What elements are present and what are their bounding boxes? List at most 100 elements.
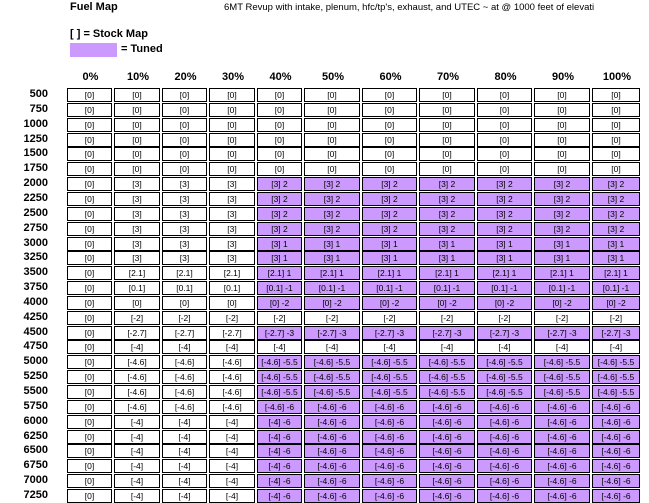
table-cell[interactable]: [2.1] 1 bbox=[477, 266, 532, 280]
table-cell[interactable]: [0] bbox=[67, 459, 112, 473]
table-cell[interactable]: [3] 1 bbox=[592, 251, 640, 265]
table-cell[interactable]: [0] bbox=[67, 400, 112, 414]
table-cell[interactable]: [-4.6] -6 bbox=[362, 400, 417, 414]
table-cell[interactable]: [-4.6] -6 bbox=[362, 430, 417, 444]
table-cell[interactable]: [0] bbox=[534, 162, 590, 176]
table-cell[interactable]: [0] bbox=[67, 355, 112, 369]
table-cell[interactable]: [-4] bbox=[114, 444, 160, 458]
table-cell[interactable]: [-4] bbox=[114, 474, 160, 488]
table-cell[interactable]: [-2] bbox=[419, 311, 475, 325]
table-cell[interactable]: [-4.6] -6 bbox=[419, 444, 475, 458]
table-cell[interactable]: [0] bbox=[114, 88, 160, 102]
table-cell[interactable]: [0] bbox=[67, 147, 112, 161]
table-cell[interactable]: [-4.6] -6 bbox=[362, 474, 417, 488]
table-cell[interactable]: [0.1] -1 bbox=[592, 281, 640, 295]
table-cell[interactable]: [-4.6] -6 bbox=[534, 400, 590, 414]
table-cell[interactable]: [0] bbox=[477, 162, 532, 176]
table-cell[interactable]: [0] bbox=[477, 147, 532, 161]
table-cell[interactable]: [0] bbox=[419, 118, 475, 132]
table-cell[interactable]: [-4] bbox=[209, 459, 255, 473]
table-cell[interactable]: [3] bbox=[162, 192, 207, 206]
table-cell[interactable]: [-4.6] -6 bbox=[534, 430, 590, 444]
table-cell[interactable]: [0] bbox=[67, 430, 112, 444]
table-cell[interactable]: [3] bbox=[209, 192, 255, 206]
table-cell[interactable]: [-4.6] -6 bbox=[362, 489, 417, 503]
table-cell[interactable]: [0] bbox=[209, 88, 255, 102]
table-cell[interactable]: [0] bbox=[67, 207, 112, 221]
table-cell[interactable]: [-2.7] -3 bbox=[304, 326, 360, 340]
table-cell[interactable]: [-4.6] -5.5 bbox=[534, 355, 590, 369]
table-cell[interactable]: [-4.6] -6 bbox=[534, 474, 590, 488]
table-cell[interactable]: [0] bbox=[534, 147, 590, 161]
table-cell[interactable]: [3] 2 bbox=[419, 192, 475, 206]
table-cell[interactable]: [-2.7] -3 bbox=[592, 326, 640, 340]
table-cell[interactable]: [-2] bbox=[477, 311, 532, 325]
table-cell[interactable]: [0.1] -1 bbox=[304, 281, 360, 295]
table-cell[interactable]: [-4.6] -6 bbox=[534, 489, 590, 503]
table-cell[interactable]: [-4.6] -5.5 bbox=[419, 385, 475, 399]
table-cell[interactable]: [0] -2 bbox=[304, 296, 360, 310]
table-cell[interactable]: [-4.6] bbox=[209, 385, 255, 399]
table-cell[interactable]: [0] bbox=[257, 118, 302, 132]
table-cell[interactable]: [0.1] -1 bbox=[362, 281, 417, 295]
table-cell[interactable]: [3] 1 bbox=[592, 237, 640, 251]
table-cell[interactable]: [0.1] -1 bbox=[477, 281, 532, 295]
table-cell[interactable]: [2.1] 1 bbox=[257, 266, 302, 280]
table-cell[interactable]: [3] 2 bbox=[477, 177, 532, 191]
table-cell[interactable]: [-2] bbox=[592, 311, 640, 325]
table-cell[interactable]: [-4.6] -6 bbox=[304, 430, 360, 444]
table-cell[interactable]: [-4] bbox=[477, 340, 532, 354]
table-cell[interactable]: [-4] bbox=[304, 340, 360, 354]
table-cell[interactable]: [0] bbox=[67, 88, 112, 102]
table-cell[interactable]: [0] -2 bbox=[257, 296, 302, 310]
table-cell[interactable]: [3] 2 bbox=[304, 177, 360, 191]
table-cell[interactable]: [3] 2 bbox=[257, 222, 302, 236]
table-cell[interactable]: [-2.7] -3 bbox=[419, 326, 475, 340]
table-cell[interactable]: [0] bbox=[114, 147, 160, 161]
table-cell[interactable]: [-4] bbox=[592, 340, 640, 354]
table-cell[interactable]: [0] bbox=[592, 118, 640, 132]
table-cell[interactable]: [-4] -6 bbox=[257, 489, 302, 503]
table-cell[interactable]: [0] bbox=[592, 147, 640, 161]
table-cell[interactable]: [0] bbox=[304, 147, 360, 161]
table-cell[interactable]: [0] bbox=[362, 118, 417, 132]
table-cell[interactable]: [0.1] bbox=[209, 281, 255, 295]
table-cell[interactable]: [3] bbox=[209, 177, 255, 191]
table-cell[interactable]: [0] bbox=[304, 162, 360, 176]
table-cell[interactable]: [-2] bbox=[534, 311, 590, 325]
table-cell[interactable]: [2.1] bbox=[162, 266, 207, 280]
table-cell[interactable]: [0] bbox=[67, 251, 112, 265]
table-cell[interactable]: [-4.6] -6 bbox=[362, 415, 417, 429]
table-cell[interactable]: [-4.6] -6 bbox=[534, 444, 590, 458]
table-cell[interactable]: [-4.6] -5.5 bbox=[419, 355, 475, 369]
table-cell[interactable]: [0.1] bbox=[162, 281, 207, 295]
table-cell[interactable]: [3] 2 bbox=[257, 192, 302, 206]
table-cell[interactable]: [0] bbox=[257, 133, 302, 147]
table-cell[interactable]: [-4.6] bbox=[114, 385, 160, 399]
table-cell[interactable]: [2.1] 1 bbox=[362, 266, 417, 280]
table-cell[interactable]: [-4.6] -5.5 bbox=[304, 385, 360, 399]
table-cell[interactable]: [3] bbox=[162, 207, 207, 221]
table-cell[interactable]: [3] 2 bbox=[362, 192, 417, 206]
table-cell[interactable]: [0] bbox=[257, 88, 302, 102]
table-cell[interactable]: [3] 1 bbox=[419, 237, 475, 251]
table-cell[interactable]: [-4] bbox=[162, 444, 207, 458]
table-cell[interactable]: [3] 2 bbox=[304, 192, 360, 206]
table-cell[interactable]: [0] -2 bbox=[477, 296, 532, 310]
table-cell[interactable]: [-4.6] -5.5 bbox=[257, 385, 302, 399]
table-cell[interactable]: [-4.6] -5.5 bbox=[477, 370, 532, 384]
table-cell[interactable]: [0] bbox=[67, 444, 112, 458]
table-cell[interactable]: [-4] bbox=[114, 430, 160, 444]
table-cell[interactable]: [-4.6] -6 bbox=[257, 400, 302, 414]
table-cell[interactable]: [0] -2 bbox=[534, 296, 590, 310]
table-cell[interactable]: [0] bbox=[67, 489, 112, 503]
table-cell[interactable]: [3] 2 bbox=[534, 192, 590, 206]
table-cell[interactable]: [-4] bbox=[162, 340, 207, 354]
table-cell[interactable]: [-4] -6 bbox=[257, 415, 302, 429]
table-cell[interactable]: [0] bbox=[362, 133, 417, 147]
table-cell[interactable]: [-4.6] bbox=[162, 400, 207, 414]
table-cell[interactable]: [2.1] bbox=[114, 266, 160, 280]
table-cell[interactable]: [-4] bbox=[362, 340, 417, 354]
table-cell[interactable]: [-4] bbox=[257, 340, 302, 354]
table-cell[interactable]: [3] 2 bbox=[257, 207, 302, 221]
